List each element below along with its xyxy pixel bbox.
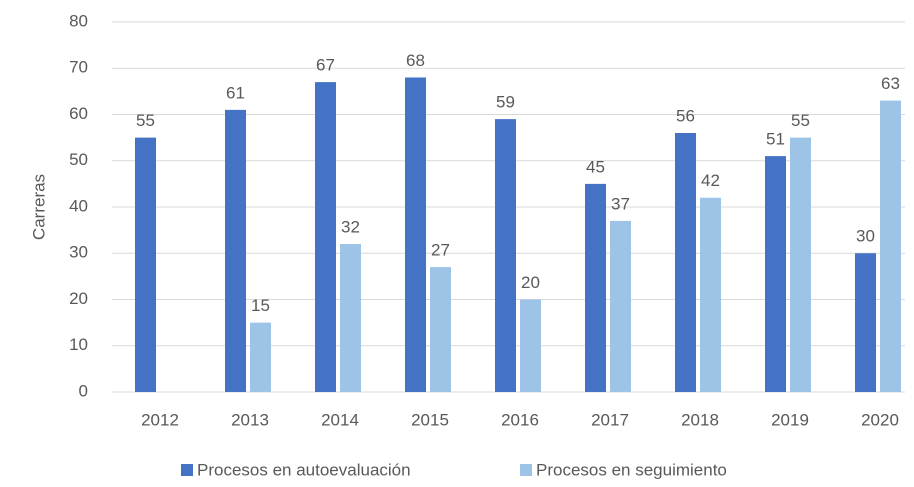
data-label: 67	[316, 56, 335, 75]
data-label: 42	[701, 171, 720, 190]
y-tick-label: 0	[79, 381, 88, 400]
x-tick-label: 2019	[771, 410, 809, 429]
data-label: 63	[881, 74, 900, 93]
legend-swatch	[181, 464, 193, 476]
data-label: 15	[251, 296, 270, 315]
bar	[405, 77, 426, 392]
bar	[790, 137, 811, 392]
data-label: 61	[226, 83, 245, 102]
data-label: 27	[431, 241, 450, 260]
data-label: 68	[406, 51, 425, 70]
bar	[225, 109, 246, 392]
bar	[855, 253, 876, 392]
legend-label: Procesos en seguimiento	[536, 460, 727, 479]
x-tick-label: 2015	[411, 410, 449, 429]
legend-label: Procesos en autoevaluación	[197, 460, 411, 479]
x-tick-label: 2018	[681, 410, 719, 429]
y-axis-label: Carreras	[29, 174, 48, 240]
bar	[700, 197, 721, 392]
x-tick-label: 2016	[501, 410, 539, 429]
x-tick-label: 2014	[321, 410, 359, 429]
y-tick-label: 80	[69, 11, 88, 30]
bar	[135, 137, 156, 392]
data-label: 51	[766, 130, 785, 149]
y-tick-label: 50	[69, 150, 88, 169]
y-tick-label: 10	[69, 335, 88, 354]
x-tick-label: 2020	[861, 410, 899, 429]
data-label: 55	[136, 111, 155, 130]
y-tick-label: 30	[69, 243, 88, 262]
bar	[880, 100, 901, 392]
bar	[315, 82, 336, 392]
data-label: 32	[341, 217, 360, 236]
bar	[675, 133, 696, 392]
y-tick-label: 60	[69, 104, 88, 123]
data-label: 45	[586, 157, 605, 176]
data-label: 30	[856, 227, 875, 246]
bar	[765, 156, 786, 392]
data-label: 59	[496, 93, 515, 112]
data-label: 37	[611, 194, 630, 213]
bar	[520, 299, 541, 392]
bar	[430, 267, 451, 392]
y-tick-label: 20	[69, 289, 88, 308]
bar	[610, 220, 631, 392]
data-label: 20	[521, 273, 540, 292]
bar	[250, 322, 271, 392]
x-tick-label: 2013	[231, 410, 269, 429]
x-tick-label: 2017	[591, 410, 629, 429]
x-tick-label: 2012	[141, 410, 179, 429]
data-label: 56	[676, 106, 695, 125]
y-tick-label: 40	[69, 196, 88, 215]
bar	[495, 119, 516, 392]
bar	[340, 244, 361, 392]
y-tick-label: 70	[69, 58, 88, 77]
data-label: 55	[791, 111, 810, 130]
legend-swatch	[520, 464, 532, 476]
bar	[585, 183, 606, 392]
